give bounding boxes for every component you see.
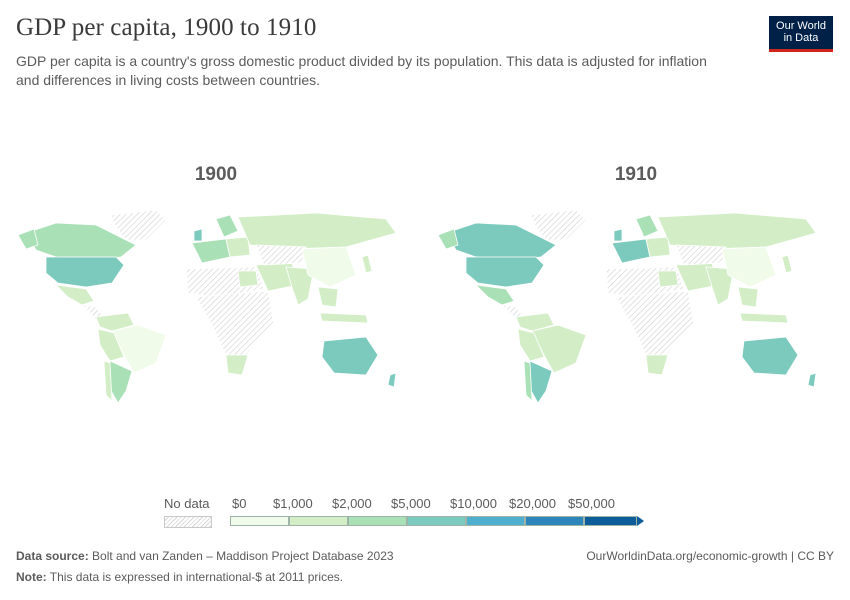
logo-line-1: Our World [776,20,826,32]
legend-tick-2: $2,000 [332,496,372,511]
country-eastern-europe[interactable] [645,236,671,258]
panel-title-1900: 1900 [194,164,238,185]
chart-note: Note: This data is expressed in internat… [16,570,343,584]
world-map-1910[interactable] [436,205,836,410]
country-egypt[interactable] [237,270,259,288]
legend-bin-1[interactable] [289,516,348,526]
chart-subtitle: GDP per capita is a country's gross dome… [16,53,707,88]
country-central-africa[interactable] [195,290,275,356]
country-russia[interactable] [657,212,817,250]
color-legend: No data $0 $1,000 $2,000 $5,000 $10,000 $20,0… [160,496,680,536]
country-canada[interactable] [25,222,137,261]
country-uk[interactable] [193,228,203,242]
country-australia[interactable] [321,336,379,376]
country-central-asia[interactable] [255,244,307,266]
country-australia[interactable] [741,336,799,376]
country-egypt[interactable] [657,270,679,288]
country-greenland[interactable] [530,209,587,241]
country-scandinavia[interactable] [635,214,659,238]
country-new-zealand[interactable] [807,372,817,388]
country-japan[interactable] [781,254,793,274]
legend-tick-5: $20,000 [509,496,556,511]
country-greenland[interactable] [110,209,167,241]
legend-arrow-tip [637,516,644,526]
country-china[interactable] [721,246,777,288]
world-map-1900[interactable] [16,205,416,410]
note-label: Note: [16,570,47,584]
country-canada[interactable] [445,222,557,261]
data-source-text[interactable]: Bolt and van Zanden – Maddison Project D… [92,549,394,563]
legend-tick-4: $10,000 [450,496,497,511]
country-japan[interactable] [361,254,373,274]
country-russia[interactable] [237,212,397,250]
country-peru-bolivia[interactable] [517,328,545,362]
country-central-asia[interactable] [675,244,727,266]
country-alaska[interactable] [437,228,459,250]
owid-logo[interactable]: Our World in Data [769,16,833,52]
country-scandinavia[interactable] [215,214,239,238]
country-southeast-asia[interactable] [317,286,339,308]
country-brazil[interactable] [531,324,587,374]
legend-bin-3[interactable] [407,516,466,526]
country-new-zealand[interactable] [387,372,397,388]
country-western-europe[interactable] [611,238,651,264]
country-usa[interactable] [465,256,545,288]
legend-tick-1: $1,000 [273,496,313,511]
country-indonesia[interactable] [739,312,789,324]
country-chile[interactable] [103,360,113,403]
legend-bin-6[interactable] [584,516,637,526]
country-southeast-asia[interactable] [737,286,759,308]
country-argentina[interactable] [109,360,133,404]
panel-title-1910: 1910 [614,164,658,185]
country-uk[interactable] [613,228,623,242]
country-south-africa[interactable] [225,354,249,376]
country-western-europe[interactable] [191,238,231,264]
country-central-africa[interactable] [615,290,695,356]
data-source-label: Data source: [16,549,89,563]
country-mexico[interactable] [474,284,515,306]
chart-title: GDP per capita, 1900 to 1910 [16,14,317,41]
legend-bin-0[interactable] [230,516,289,526]
country-eastern-europe[interactable] [225,236,251,258]
legend-no-data-label: No data [164,496,210,511]
country-chile[interactable] [523,360,533,403]
country-alaska[interactable] [17,228,39,250]
legend-bin-5[interactable] [525,516,584,526]
country-mexico[interactable] [54,284,95,306]
country-peru-bolivia[interactable] [97,328,125,362]
country-south-africa[interactable] [645,354,669,376]
legend-no-data-swatch[interactable] [164,516,212,528]
country-colombia-venezuela[interactable] [515,312,555,332]
legend-tick-3: $5,000 [391,496,431,511]
legend-tick-6: $50,000 [568,496,615,511]
country-brazil[interactable] [111,324,167,374]
data-source: Data source: Bolt and van Zanden – Maddi… [16,549,394,563]
country-argentina[interactable] [529,360,553,404]
legend-bin-4[interactable] [466,516,525,526]
country-indonesia[interactable] [319,312,369,324]
source-url[interactable]: OurWorldinData.org/economic-growth | CC … [586,549,834,563]
legend-tick-0: $0 [232,496,247,511]
logo-line-2: in Data [783,32,819,44]
country-colombia-venezuela[interactable] [95,312,135,332]
legend-bin-2[interactable] [348,516,407,526]
country-usa[interactable] [45,256,125,288]
country-china[interactable] [301,246,357,288]
note-text: This data is expressed in international-… [49,570,344,584]
